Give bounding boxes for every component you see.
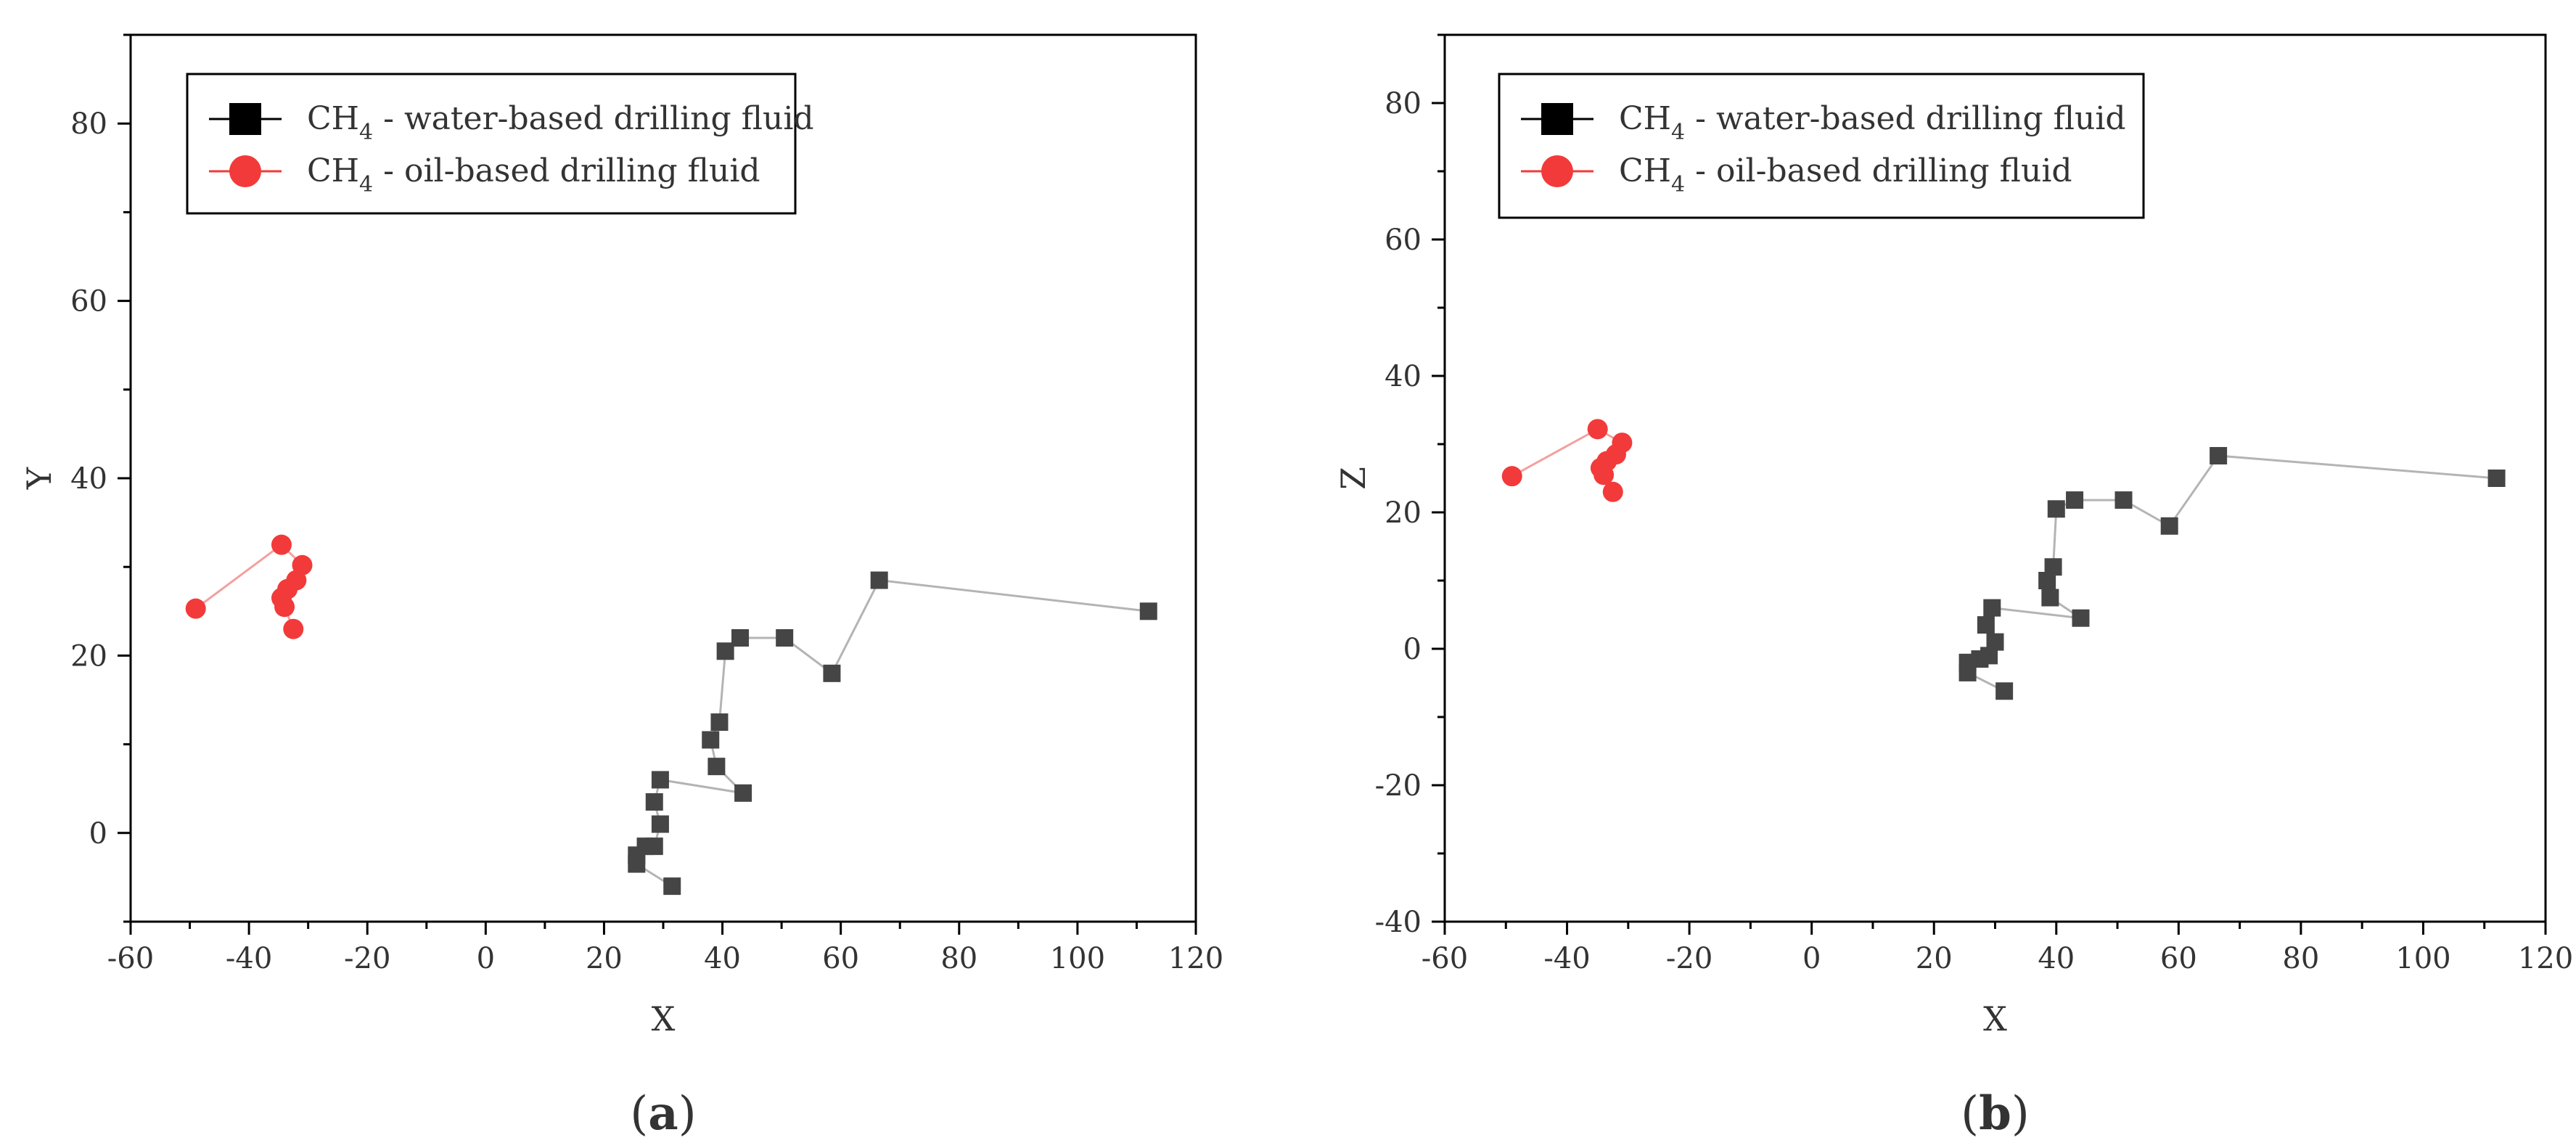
data-point [1977,616,1995,634]
x-tick-label: 60 [2160,942,2197,975]
x-tick-label: 100 [2395,942,2450,975]
data-point [2047,500,2065,518]
data-point [731,628,750,647]
x-tick-label: 120 [1168,942,1223,975]
data-point [645,793,663,811]
data-point [2072,609,2090,627]
x-tick-label: 60 [822,942,859,975]
series-oil-based [1501,419,1633,502]
y-tick-label: 80 [1385,87,1422,120]
x-tick-label: 80 [940,942,977,975]
y-tick-label: 0 [89,817,107,851]
x-tick-label: -20 [344,942,390,975]
x-axis-label: X [1983,999,2007,1038]
x-tick-label: 80 [2282,942,2319,975]
x-tick-label: 0 [477,942,495,975]
series-water-based [1958,446,2506,700]
data-point [702,731,720,749]
data-point [734,784,752,802]
data-point [2487,470,2506,487]
legend-box [1498,73,2145,219]
legend-marker-square [1541,103,1573,135]
x-tick-label: -60 [107,942,154,975]
x-tick-label: 20 [586,942,623,975]
panel-label: (b) [1961,1086,2030,1141]
data-point [628,855,646,873]
x-tick-label: -60 [1422,942,1468,975]
data-point [2160,517,2178,535]
y-tick-label: 60 [70,285,107,319]
x-tick-label: -40 [226,942,272,975]
x-tick-label: 120 [2518,942,2573,975]
data-point [271,534,292,555]
data-point [2066,491,2084,509]
data-point [274,597,295,618]
data-point [1501,466,1522,487]
data-point [823,664,841,682]
legend-label: CH4 - oil-based drilling fluid [1619,152,2072,197]
data-point [1139,602,1157,620]
data-point [2041,589,2059,607]
x-tick-label: 100 [1050,942,1105,975]
y-axis-label: Y [20,467,59,490]
y-tick-label: 20 [70,639,107,673]
y-axis-label: Z [1334,467,1373,490]
data-point [710,713,729,732]
chart-panel-a: -60 -40 -20 0 20 40 60 80 100 120 0 20 40 60 80 X Y (a) CH… [20,33,1223,1141]
data-point [2038,572,2056,589]
legend-marker-circle [229,155,261,187]
x-tick-label: -20 [1666,942,1712,975]
y-tick-label: 40 [1385,360,1422,393]
x-tick-label: -40 [1543,942,1590,975]
series-oil-based [185,534,313,639]
data-point [663,877,681,896]
legend: CH4 - water-based drilling fluid CH4 - oi… [1498,73,2145,219]
x-tick-label: 40 [704,942,741,975]
legend-label: CH4 - water-based drilling fluid [307,100,814,145]
data-point [283,618,304,639]
data-point [870,571,888,589]
y-tick-label: 0 [1403,633,1422,666]
data-point [776,628,794,647]
y-tick-label: -20 [1375,769,1422,803]
x-tick-label: 0 [1802,942,1821,975]
data-point [1958,663,1977,681]
data-point [651,815,669,833]
y-tick-label: 60 [1385,224,1422,257]
y-tick-label: -40 [1375,906,1422,939]
data-point [716,642,734,660]
legend-label: CH4 - water-based drilling fluid [1619,100,2126,145]
x-tick-label: 40 [2038,942,2075,975]
data-point [185,598,206,619]
data-point [1593,464,1615,486]
chart-panel-b: -60 -40 -20 0 20 40 60 80 100 120-40-20020406080X… [1334,33,2573,1141]
data-point [2210,446,2228,464]
data-point [1587,419,1608,440]
data-point [651,771,669,789]
legend-label: CH4 - oil-based drilling fluid [307,152,760,197]
series-water-based [628,571,1157,896]
x-axis-label: X [652,999,676,1038]
data-point [2114,491,2133,509]
legend: CH4 - water-based drilling fluid CH4 - oi… [186,73,814,215]
data-point [1995,682,2014,700]
legend-box [186,73,797,215]
y-tick-label: 80 [70,107,107,141]
x-tick-label: 20 [1916,942,1953,975]
panel-label: (a) [630,1086,696,1141]
y-tick-label: 20 [1385,496,1422,530]
legend-marker-circle [1541,155,1573,187]
data-point [1983,599,2001,617]
data-point [1602,481,1623,502]
legend-marker-square [229,103,261,135]
y-tick-label: 40 [70,462,107,496]
data-point [707,758,726,776]
